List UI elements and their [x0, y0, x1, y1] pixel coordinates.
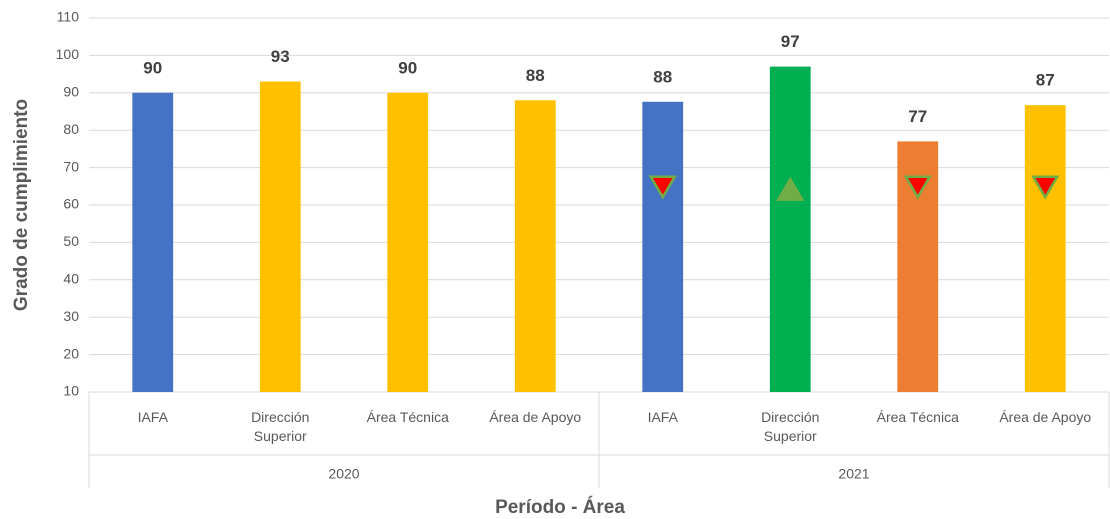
x-tick-label: Área de Apoyo	[489, 409, 582, 425]
y-axis-title: Grado de cumplimiento	[11, 99, 32, 311]
y-tick-label: 110	[57, 9, 80, 25]
bar	[132, 92, 174, 393]
y-tick-label: 50	[63, 233, 79, 249]
trend-marker	[776, 176, 805, 201]
y-tick-label: 30	[63, 308, 79, 324]
x-tick-label: IAFA	[137, 409, 168, 425]
x-axis-title: Período - Área	[495, 496, 625, 518]
value-label: 87	[1036, 71, 1055, 90]
value-label: 90	[398, 58, 417, 77]
trend-marker	[1031, 175, 1060, 200]
bar	[769, 66, 811, 393]
value-label: 77	[908, 107, 927, 126]
x-tick-label: Área Técnica	[876, 409, 959, 425]
bar	[1024, 105, 1066, 392]
y-tick-label: 80	[63, 121, 79, 137]
value-label: 88	[526, 66, 545, 85]
value-label: 97	[781, 32, 800, 51]
x-tick-label: IAFA	[647, 409, 678, 425]
value-label: 88	[653, 67, 672, 86]
trend-marker	[648, 175, 677, 200]
trend-marker	[903, 175, 932, 200]
x-tick-label: Dirección Superior	[251, 409, 310, 444]
y-tick-label: 40	[63, 271, 79, 287]
y-tick-label: 90	[63, 84, 79, 100]
x-tick-label: Área Técnica	[366, 409, 449, 425]
y-tick-label: 70	[63, 158, 79, 174]
y-tick-label: 60	[63, 196, 79, 212]
x-tick-label: Área de Apoyo	[999, 409, 1092, 425]
bar	[514, 100, 556, 392]
y-tick-label: 100	[56, 46, 80, 62]
x-tick-label: Dirección Superior	[761, 409, 820, 444]
bar	[259, 81, 301, 392]
group-label: 2020	[328, 466, 359, 482]
value-label: 90	[143, 58, 162, 77]
bar	[387, 92, 429, 393]
group-label: 2021	[838, 466, 869, 482]
y-tick-label: 20	[63, 345, 79, 361]
bar	[642, 101, 684, 392]
value-label: 93	[271, 47, 290, 66]
y-tick-label: 10	[63, 383, 79, 399]
